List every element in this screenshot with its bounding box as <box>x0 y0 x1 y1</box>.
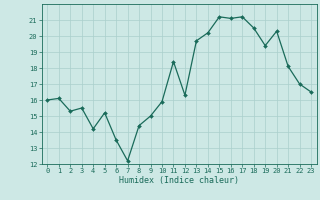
X-axis label: Humidex (Indice chaleur): Humidex (Indice chaleur) <box>119 176 239 185</box>
